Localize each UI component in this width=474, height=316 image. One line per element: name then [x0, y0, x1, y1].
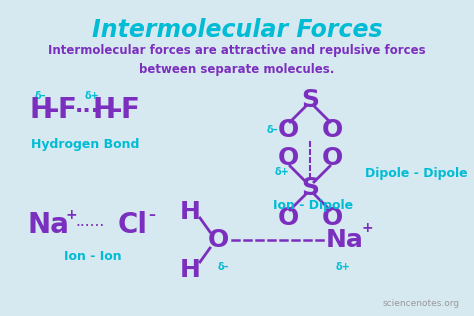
- Text: H: H: [30, 96, 53, 124]
- Text: F: F: [58, 96, 77, 124]
- Text: Ion - Dipole: Ion - Dipole: [273, 198, 353, 211]
- Text: ······: ······: [75, 220, 104, 234]
- Text: δ+: δ+: [336, 262, 350, 272]
- Text: O: O: [207, 228, 228, 252]
- Text: S: S: [301, 88, 319, 112]
- Text: Dipole - Dipole: Dipole - Dipole: [365, 167, 468, 179]
- Text: H: H: [180, 200, 201, 224]
- Text: O: O: [321, 146, 343, 170]
- Text: δ–: δ–: [217, 262, 229, 272]
- Text: sciencenotes.org: sciencenotes.org: [383, 299, 460, 308]
- Text: Ion - Ion: Ion - Ion: [64, 250, 122, 263]
- Text: O: O: [321, 118, 343, 142]
- Text: –: –: [148, 208, 155, 222]
- Text: -: -: [48, 96, 60, 124]
- Text: S: S: [301, 176, 319, 200]
- Text: O: O: [277, 206, 299, 230]
- Text: Intermolecular Forces: Intermolecular Forces: [91, 18, 383, 42]
- Text: δ+: δ+: [274, 167, 289, 177]
- Text: Cl: Cl: [118, 211, 148, 239]
- Text: δ–: δ–: [266, 125, 278, 135]
- Text: Na: Na: [28, 211, 70, 239]
- Text: -: -: [111, 96, 122, 124]
- Text: O: O: [321, 206, 343, 230]
- Text: H: H: [180, 258, 201, 282]
- Text: Na: Na: [326, 228, 364, 252]
- Text: F: F: [121, 96, 140, 124]
- Text: δ–: δ–: [34, 91, 46, 101]
- Text: +: +: [362, 221, 374, 235]
- Text: H: H: [93, 96, 116, 124]
- Text: O: O: [277, 146, 299, 170]
- Text: O: O: [277, 118, 299, 142]
- Text: +: +: [66, 208, 78, 222]
- Text: Hydrogen Bond: Hydrogen Bond: [31, 138, 139, 151]
- Text: ···: ···: [75, 101, 100, 121]
- Text: Intermolecular forces are attractive and repulsive forces
between separate molec: Intermolecular forces are attractive and…: [48, 44, 426, 76]
- Text: δ+: δ+: [85, 91, 100, 101]
